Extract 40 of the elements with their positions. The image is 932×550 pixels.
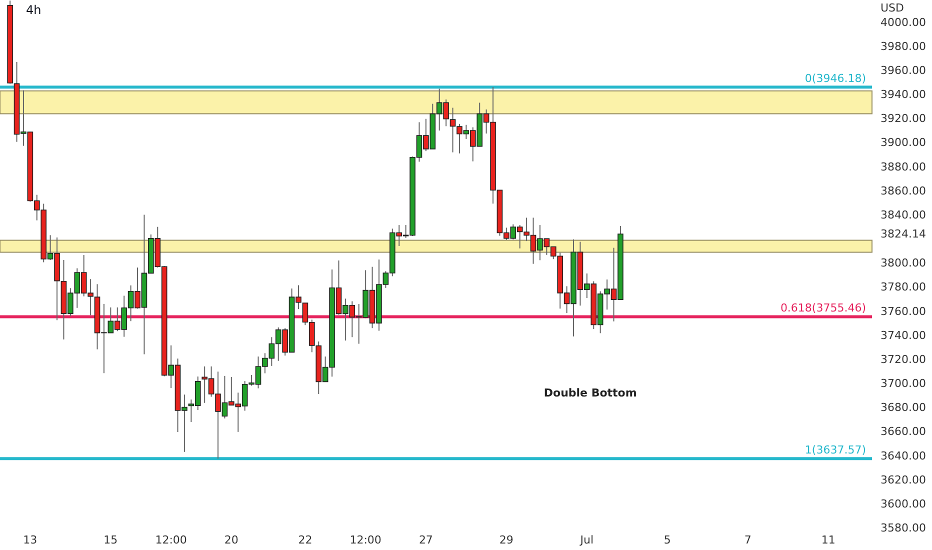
x-tick-label: 27 xyxy=(418,534,433,546)
y-tick-label: 3660.00 xyxy=(880,425,926,438)
x-tick-label: 29 xyxy=(499,534,514,546)
x-tick-label: Jul xyxy=(579,534,594,546)
y-tick-label: 3580.00 xyxy=(880,522,926,534)
y-axis-title: USD xyxy=(880,2,904,14)
y-tick-label: 3880.00 xyxy=(880,160,926,174)
x-tick-label: 11 xyxy=(821,534,836,546)
x-tick-label: 12:00 xyxy=(350,534,382,546)
ref-line-label: 1(3637.57) xyxy=(804,444,866,457)
y-tick-label: 3760.00 xyxy=(880,304,926,318)
x-tick-label: 15 xyxy=(104,534,118,546)
y-tick-label: 3980.00 xyxy=(880,40,926,53)
y-tick-label: 3700.00 xyxy=(880,377,926,390)
y-tick-label: 3740.00 xyxy=(880,328,926,342)
y-tick-label: 3860.00 xyxy=(880,184,926,198)
y-tick-label: 3720.00 xyxy=(880,352,926,366)
x-tick-label: 12:00 xyxy=(155,534,187,546)
x-tick-label: 5 xyxy=(664,534,671,546)
y-tick-label: 3680.00 xyxy=(880,401,926,414)
x-tick-label: 22 xyxy=(298,534,312,546)
y-tick-label: 3620.00 xyxy=(880,473,926,486)
y-tick-label: 3800.00 xyxy=(880,256,926,270)
y-tick-label: 4000.00 xyxy=(880,16,926,29)
chart-title: 4h xyxy=(26,3,42,17)
y-tick-label: 3640.00 xyxy=(880,449,926,462)
x-tick-label: 7 xyxy=(744,534,752,546)
y-tick-label: 3824.14 xyxy=(880,228,926,241)
y-tick-label: 3840.00 xyxy=(880,208,926,222)
y-tick-label: 3900.00 xyxy=(880,136,926,150)
y-tick-label: 3960.00 xyxy=(880,64,926,77)
y-tick-label: 3780.00 xyxy=(880,280,926,294)
y-tick-label: 3920.00 xyxy=(880,112,926,126)
annotation: Double Bottom xyxy=(544,386,637,400)
ref-line-label: 0.618(3755.46) xyxy=(780,302,866,315)
ref-line-label: 0(3946.18) xyxy=(804,72,866,86)
y-tick-label: 3600.00 xyxy=(880,497,926,510)
y-tick-label: 3940.00 xyxy=(880,88,926,102)
x-tick-label: 20 xyxy=(224,534,238,546)
x-tick-label: 13 xyxy=(23,534,38,546)
